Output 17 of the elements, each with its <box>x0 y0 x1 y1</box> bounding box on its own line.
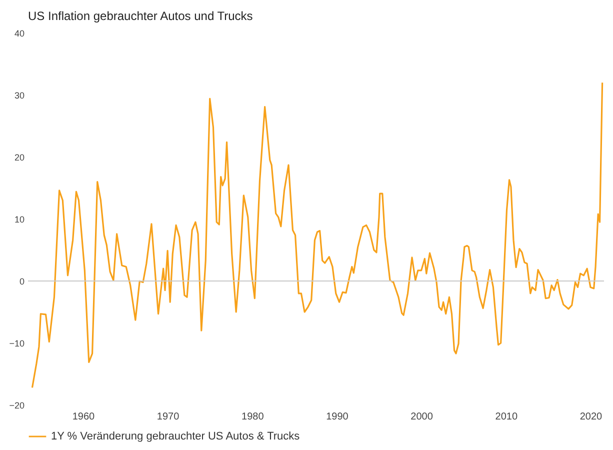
y-tick-label: −20 <box>9 400 24 410</box>
y-tick-label: 0 <box>19 276 24 286</box>
y-tick-label: 30 <box>14 90 24 100</box>
line-series <box>31 82 604 388</box>
y-tick-label: 40 <box>14 28 24 38</box>
x-tick-label: 2020 <box>580 412 603 422</box>
y-tick-label: −10 <box>9 338 24 348</box>
legend-label: 1Y % Veränderung gebrauchter US Autos & Trucks <box>51 430 300 442</box>
y-tick-label: 20 <box>14 152 24 162</box>
x-tick-label: 1970 <box>156 412 180 422</box>
x-tick-label: 2010 <box>495 412 518 422</box>
x-tick-label: 2000 <box>410 412 434 422</box>
x-tick-label: 1990 <box>326 412 349 422</box>
chart-title: US Inflation gebrauchter Autos und Trucks <box>28 9 253 23</box>
y-tick-label: 10 <box>14 214 24 224</box>
x-tick-label: 1960 <box>72 412 96 422</box>
x-tick-label: 1980 <box>242 412 264 422</box>
